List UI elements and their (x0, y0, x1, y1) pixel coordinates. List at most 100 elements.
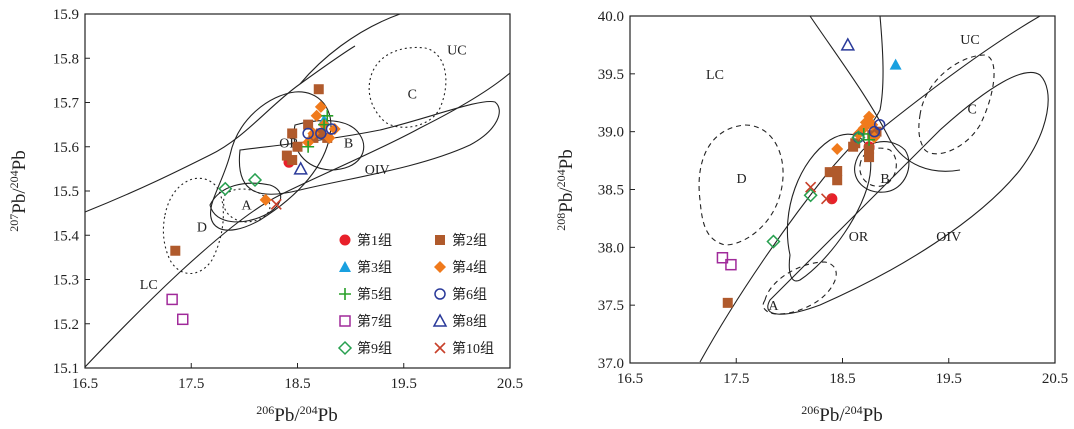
left-point-square-filled (287, 128, 298, 139)
left-point-plus (302, 140, 315, 153)
left-region-label-b: B (344, 136, 353, 151)
d-region-dashed-r (698, 124, 784, 246)
right-region-label-oiv: OIV (936, 230, 961, 245)
legend-marker-plus (339, 288, 351, 300)
right-x-tick-label: 16.5 (617, 371, 643, 387)
left-x-tick-label: 19.5 (391, 376, 417, 392)
lc-lower-curve (84, 72, 511, 368)
legend-label: 第8组 (452, 313, 487, 330)
legend-marker-circle-open (434, 288, 446, 300)
legend-label: 第9组 (357, 340, 392, 357)
right-region-label-lc: LC (706, 68, 724, 83)
a-region-dashed-r (762, 261, 837, 315)
right-point-diamond-filled (831, 143, 844, 156)
right-point-x (820, 193, 833, 205)
right-point-square-filled (824, 167, 835, 178)
or-envelope (210, 91, 332, 231)
legend-label: 第10组 (452, 340, 494, 357)
right-data-points (716, 37, 902, 308)
right-region-label-or: OR (849, 230, 869, 245)
left-x-tick-label: 17.5 (178, 376, 204, 392)
left-point-square-open (166, 293, 178, 306)
a-envelope (209, 182, 282, 223)
left-point-square-filled (292, 141, 303, 152)
right-point-plus (863, 133, 876, 146)
left-point-x (270, 198, 282, 210)
left-point-triangle-open (293, 161, 308, 175)
left-y-tick-label: 15.8 (53, 51, 79, 67)
left-point-diamond-open (247, 172, 263, 187)
left-point-square-filled (170, 245, 181, 256)
left-region-contours (84, 13, 511, 368)
right-region-contours (698, 15, 1049, 363)
left-region-label-uc: UC (447, 43, 466, 58)
left-point-square-filled (281, 150, 292, 161)
legend-marker-circle-filled (339, 234, 351, 246)
left-y-tick-label: 15.7 (53, 96, 80, 112)
right-region-label-uc: UC (960, 33, 979, 48)
b-envelope (293, 120, 365, 171)
right-y-tick-label: 39.0 (598, 125, 624, 141)
left-y-tick-label: 15.9 (53, 7, 79, 23)
left-point-diamond-open (218, 181, 233, 196)
or-envelope-r (786, 133, 872, 282)
right-plot-frame (629, 15, 1056, 364)
uc-diagonal-line (809, 15, 961, 172)
right-y-tick-label: 37.0 (598, 356, 624, 372)
left-y-tick-label: 15.6 (53, 140, 80, 156)
right-point-diamond-open (803, 188, 818, 203)
legend-label: 第1组 (357, 232, 392, 249)
right-y-tick-label: 38.0 (598, 240, 624, 256)
legend-label: 第2组 (452, 232, 487, 249)
left-y-axis-label: 207Pb/204Pb (7, 150, 30, 231)
left-y-tick-label: 15.2 (53, 317, 79, 333)
legend-marker-triangle-open (432, 313, 448, 327)
right-point-triangle-filled (889, 58, 902, 70)
legend-label: 第5组 (357, 286, 392, 303)
left-y-tick-label: 15.3 (53, 273, 79, 289)
legend-label: 第4组 (452, 259, 487, 276)
right-region-labels: UC LC C D B OR OIV A (706, 33, 980, 314)
right-panel: 16.5 17.5 18.5 19.5 20.5 37.0 37.5 38.0 38.5 39.0… (554, 9, 1068, 426)
left-y-tick-label: 15.4 (53, 228, 80, 244)
left-point-diamond-filled (314, 100, 327, 113)
left-point-square-filled (313, 84, 324, 95)
right-point-square-open (716, 251, 729, 264)
legend-marker-diamond-open (337, 340, 353, 356)
right-y-tick-label: 37.5 (598, 298, 624, 314)
left-point-circle-open (302, 127, 314, 140)
right-point-square-filled (864, 144, 875, 155)
right-region-label-a: A (768, 299, 779, 314)
left-x-tick-label: 16.5 (72, 376, 98, 392)
mantle-upper-line (299, 13, 401, 85)
left-x-tick-label: 18.5 (284, 376, 310, 392)
left-region-label-a: A (241, 198, 252, 213)
left-axis-ticks: 16.5 17.5 18.5 19.5 20.5 15.1 15.2 15.3 15.4 15.5… (53, 7, 523, 392)
legend-marker-diamond-filled (434, 261, 446, 273)
left-y-tick-label: 15.5 (53, 184, 79, 200)
b-envelope-r (854, 141, 910, 193)
left-panel: 16.5 17.5 18.5 19.5 20.5 15.1 15.2 15.3 15.4 15.5… (7, 7, 523, 426)
oiv-envelope (238, 100, 500, 195)
right-point-triangle-open (840, 37, 856, 51)
oiv-envelope-r (767, 71, 1049, 315)
right-point-diamond-open (766, 234, 781, 249)
right-point-square-filled (871, 126, 882, 137)
right-region-label-c: C (967, 103, 976, 118)
right-point-circle-filled (826, 193, 838, 205)
legend-marker-x (434, 342, 446, 354)
c-region-dotted (368, 46, 447, 128)
left-region-label-c: C (408, 88, 417, 103)
uc-upper-curve (84, 45, 356, 213)
legend-label: 第7组 (357, 313, 392, 330)
right-y-tick-label: 38.5 (598, 183, 624, 199)
right-point-square-open (725, 258, 737, 271)
right-point-x (805, 181, 817, 193)
legend-label: 第3组 (357, 259, 392, 276)
right-y-tick-label: 40.0 (598, 9, 624, 25)
right-region-label-b: B (880, 172, 889, 187)
left-point-diamond-filled (310, 109, 323, 122)
left-point-square-filled (315, 128, 326, 139)
